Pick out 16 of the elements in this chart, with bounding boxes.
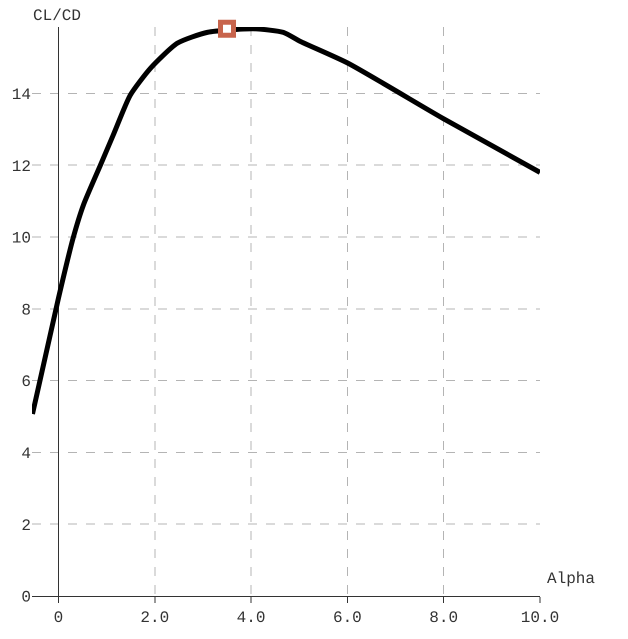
x-tick-label: 0 [54,609,64,628]
x-axis-title: Alpha [547,570,596,588]
y-tick-label: 4 [21,445,31,463]
y-tick-label: 14 [12,86,31,104]
y-tick-label: 6 [21,373,31,392]
y-tick-label: 8 [21,301,31,320]
y-tick-label: 2 [21,516,31,535]
y-tick-label: 0 [21,588,31,607]
y-axis-title: CL/CD [33,7,82,25]
y-tick-label: 10 [12,230,31,248]
y-tick-label: 12 [12,158,31,176]
x-tick-label: 2.0 [140,609,170,628]
x-tick-label: 10.0 [520,609,560,628]
x-tick-label: 4.0 [236,609,266,628]
x-tick-label: 6.0 [332,609,362,628]
x-tick-label: 8.0 [429,609,458,628]
